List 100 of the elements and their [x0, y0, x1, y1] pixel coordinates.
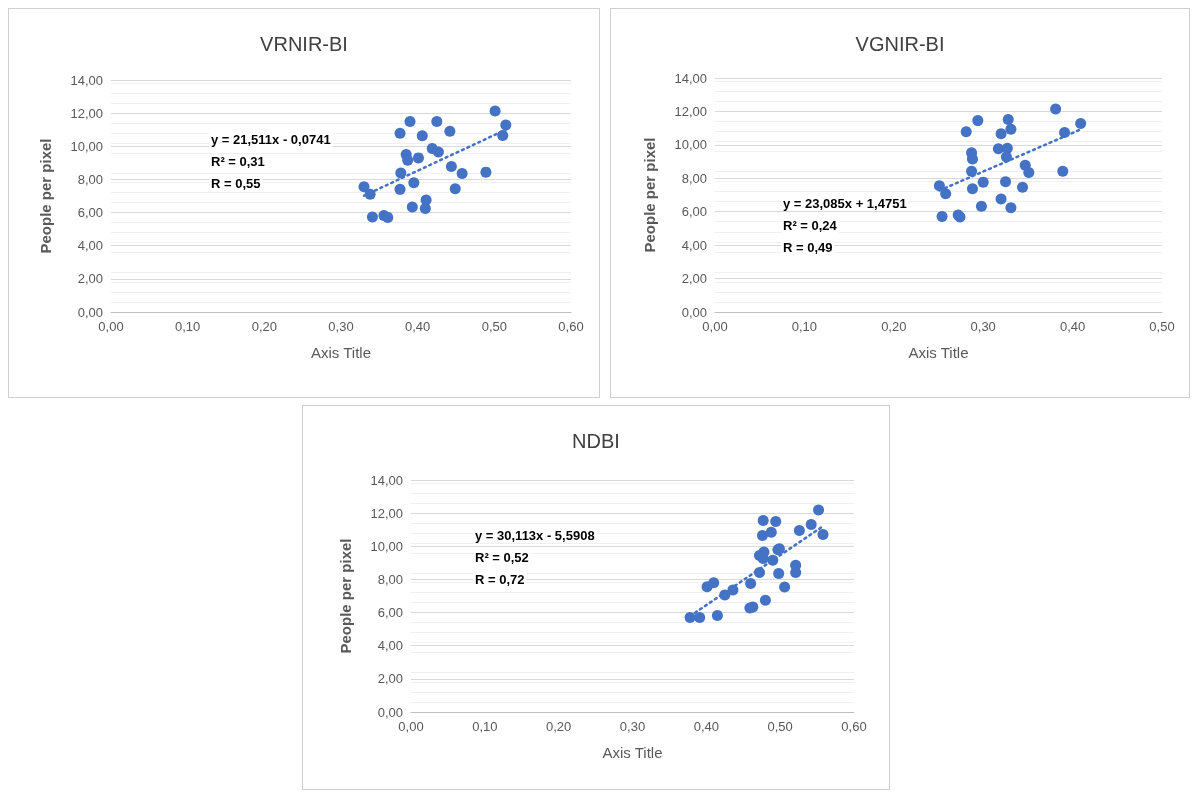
x-tick-label: 0,30 — [328, 319, 354, 334]
point — [972, 115, 984, 127]
annotation: R = 0,55 — [211, 176, 261, 191]
point — [382, 211, 394, 223]
x-axis-title: Axis Title — [908, 344, 969, 361]
x-tick-label: 0,20 — [546, 719, 572, 734]
point — [1075, 117, 1087, 129]
point — [995, 128, 1007, 140]
point — [765, 526, 777, 538]
y-tick-label: 14,00 — [370, 472, 403, 488]
point — [1050, 103, 1062, 115]
y-tick-label: 6,00 — [377, 605, 403, 621]
point — [966, 183, 978, 195]
x-tick-label: 0,10 — [791, 319, 818, 334]
point — [1057, 165, 1069, 177]
x-tick-label: 0,20 — [251, 319, 277, 334]
x-tick-label: 0,10 — [472, 719, 498, 734]
point — [708, 577, 720, 589]
y-tick-label: 2,00 — [681, 271, 707, 287]
point — [1005, 123, 1017, 135]
point — [431, 116, 443, 128]
point — [394, 127, 406, 139]
annotation: R² = 0,24 — [783, 218, 838, 233]
x-tick-label: 0,50 — [767, 719, 793, 734]
point — [745, 577, 757, 589]
x-tick-label: 0,30 — [970, 319, 996, 334]
point — [406, 201, 418, 213]
y-tick-label: 8,00 — [377, 571, 403, 587]
y-tick-label: 12,00 — [674, 103, 707, 119]
annotation: y = 23,085x + 1,4751 — [783, 196, 907, 211]
y-tick-label: 0,00 — [77, 304, 103, 320]
x-tick-label: 0,60 — [841, 719, 867, 734]
point — [817, 529, 829, 541]
point — [366, 211, 378, 223]
point — [977, 176, 989, 188]
x-tick-label: 0,00 — [398, 719, 424, 734]
point — [1023, 167, 1035, 179]
point — [432, 146, 444, 158]
y-tick-label: 8,00 — [77, 171, 103, 187]
point — [420, 194, 432, 206]
point — [1017, 181, 1029, 193]
x-axis-title: Axis Title — [310, 344, 372, 361]
point — [404, 116, 416, 128]
annotation: y = 21,511x - 0,0741 — [211, 132, 331, 147]
point — [456, 167, 468, 179]
point — [719, 589, 731, 601]
y-tick-label: 14,00 — [70, 72, 103, 88]
chart-title: VGNIR-BI — [855, 33, 945, 55]
point — [813, 504, 825, 516]
y-tick-label: 6,00 — [681, 204, 707, 220]
y-tick-label: 6,00 — [77, 205, 103, 221]
point — [408, 177, 420, 189]
point — [1000, 151, 1012, 163]
point — [395, 167, 407, 179]
point — [933, 180, 945, 192]
point — [358, 181, 370, 193]
y-tick-label: 4,00 — [77, 238, 103, 254]
y-tick-label: 4,00 — [377, 638, 403, 654]
point — [1000, 176, 1012, 188]
point — [805, 519, 817, 531]
x-tick-label: 0,30 — [619, 719, 646, 734]
point — [445, 161, 457, 172]
annotation: R = 0,49 — [783, 240, 833, 255]
point — [754, 566, 765, 578]
point — [449, 183, 461, 195]
point — [995, 193, 1007, 205]
x-axis-title: Axis Title — [602, 744, 663, 761]
point — [773, 567, 785, 579]
y-axis-title: People per pixel — [641, 137, 658, 253]
point — [975, 200, 987, 212]
point — [497, 130, 509, 142]
y-tick-label: 0,00 — [681, 304, 707, 320]
y-tick-label: 12,00 — [370, 505, 403, 521]
y-axis-title: People per pixel — [337, 538, 354, 654]
point — [364, 188, 376, 200]
point — [412, 152, 424, 164]
y-tick-label: 10,00 — [70, 138, 103, 154]
point — [940, 188, 952, 200]
point — [480, 166, 492, 178]
annotation: R² = 0,52 — [475, 550, 529, 565]
y-tick-label: 2,00 — [77, 271, 103, 287]
x-tick-label: 0,60 — [558, 319, 584, 334]
point — [500, 119, 512, 131]
y-tick-label: 4,00 — [681, 237, 707, 253]
y-tick-label: 2,00 — [377, 671, 403, 687]
point — [992, 143, 1004, 155]
point — [759, 594, 771, 606]
chart-title: VRNIR-BI — [260, 33, 348, 55]
point — [767, 554, 779, 566]
point — [727, 584, 739, 596]
y-tick-label: 10,00 — [370, 538, 403, 554]
point — [966, 165, 978, 177]
point — [936, 211, 948, 223]
x-tick-label: 0,40 — [1059, 319, 1086, 334]
point — [416, 130, 428, 142]
x-tick-label: 0,00 — [702, 319, 728, 334]
point — [757, 515, 769, 527]
annotation: R = 0,72 — [475, 572, 525, 587]
point — [1059, 126, 1071, 138]
point — [694, 612, 706, 624]
